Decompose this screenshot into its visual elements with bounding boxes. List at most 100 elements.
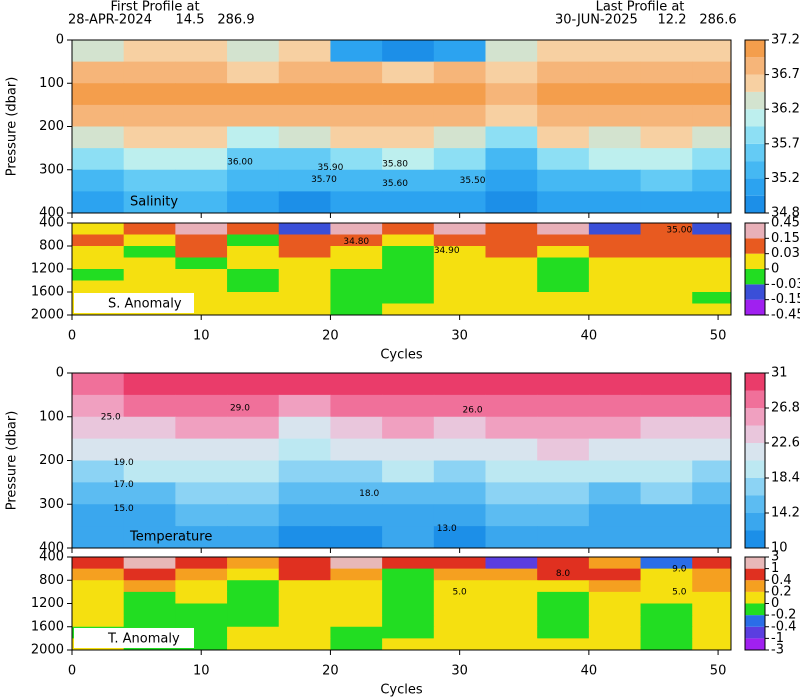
heat-cell: [692, 223, 732, 235]
heat-cell: [433, 460, 486, 483]
heat-cell: [485, 104, 538, 127]
heat-cell: [72, 557, 125, 570]
heat-cell: [330, 246, 383, 258]
y-tick-label: 300: [39, 497, 64, 512]
colorbar-frame: [744, 372, 766, 549]
heat-cell: [227, 568, 280, 581]
heat-cell: [640, 61, 693, 84]
heat-cell: [588, 257, 642, 270]
heat-cell: [433, 416, 486, 440]
colorbar-bin: [745, 178, 765, 196]
colorbar-bin: [745, 443, 765, 461]
heat-cell: [692, 373, 732, 396]
heat-cell: [537, 61, 590, 84]
heat-cell: [175, 615, 228, 628]
heat-cell: [433, 373, 486, 396]
colorbar-bin: [745, 299, 765, 315]
heat-cell: [382, 40, 435, 63]
heat-cell: [588, 191, 642, 214]
heat-cell: [123, 438, 176, 461]
heat-cell: [123, 615, 176, 628]
heat-cell: [278, 83, 331, 106]
colorbar-tick-label: 14.2: [771, 506, 800, 521]
heat-cell: [175, 61, 228, 84]
header-text: 28-APR-2024: [68, 13, 152, 28]
heat-cell: [588, 580, 642, 593]
colorbar-bin: [745, 530, 765, 548]
heat-cell: [433, 394, 486, 418]
heat-cell: [640, 626, 693, 639]
heat-cell: [588, 104, 642, 127]
x-tick-label: 50: [710, 664, 727, 679]
colorbar-bin: [745, 408, 765, 426]
heat-cell: [485, 269, 538, 281]
heat-cell: [227, 191, 280, 214]
y-axis-title: Pressure (dbar): [5, 77, 20, 177]
heat-cell: [692, 438, 732, 461]
heat-cell: [692, 557, 732, 570]
y-tick-label: 1600: [31, 619, 64, 634]
x-tick-label: 30: [451, 664, 468, 679]
contour-label: 35.60: [382, 179, 408, 189]
heat-cell: [640, 148, 693, 171]
heat-cell: [123, 557, 176, 570]
heat-cell: [537, 148, 590, 171]
heat-cell: [123, 223, 176, 235]
heat-cell: [588, 638, 642, 651]
x-tick-label: 50: [710, 329, 727, 344]
heat-cell: [640, 40, 693, 63]
heat-cell: [123, 61, 176, 84]
heat-cell: [175, 234, 228, 247]
heat-cell: [227, 234, 280, 247]
heat-cell: [588, 438, 642, 461]
heat-cell: [485, 580, 538, 593]
heat-cell: [123, 591, 176, 604]
heat-cell: [692, 626, 732, 639]
heat-cell: [692, 303, 732, 316]
contour-label: 34.90: [434, 246, 460, 256]
heat-cell: [588, 40, 642, 63]
heat-cell: [382, 223, 435, 235]
heat-cell: [692, 292, 732, 304]
heat-cell: [640, 83, 693, 106]
heat-cell: [330, 269, 383, 281]
heat-cell: [537, 568, 590, 581]
heat-cell: [382, 246, 435, 258]
heat-cell: [433, 626, 486, 639]
heat-cell: [485, 292, 538, 304]
heat-cell: [227, 61, 280, 84]
heat-cell: [382, 638, 435, 651]
heat-cell: [330, 223, 383, 235]
heat-cell: [227, 373, 280, 396]
heat-cell: [537, 416, 590, 440]
heat-cell: [692, 269, 732, 281]
heat-cell: [72, 234, 125, 247]
heat-cell: [278, 148, 331, 171]
heat-cell: [588, 373, 642, 396]
heat-cell: [485, 246, 538, 258]
heat-cell: [123, 373, 176, 396]
heat-cell: [640, 303, 693, 316]
heat-cell: [382, 373, 435, 396]
heat-cell: [433, 104, 486, 127]
x-axis-title: Cycles: [380, 348, 423, 363]
heat-cell: [640, 234, 693, 247]
heat-cell: [537, 580, 590, 593]
heat-cell: [692, 504, 732, 527]
colorbar-bin: [745, 269, 765, 285]
colorbar-bin: [745, 638, 765, 650]
heat-cell: [433, 580, 486, 593]
heat-cell: [72, 104, 125, 127]
header-text: First Profile at: [110, 0, 199, 15]
heat-cell: [485, 416, 538, 440]
y-tick-label: 0: [56, 33, 64, 48]
heat-cell: [175, 280, 228, 293]
heat-cell: [537, 191, 590, 214]
heat-cell: [588, 394, 642, 418]
heat-cell: [485, 223, 538, 235]
colorbar-tick-label: 26.8: [771, 401, 800, 416]
heat-cell: [433, 40, 486, 63]
heat-cell: [123, 280, 176, 293]
heat-cell: [640, 504, 693, 527]
heat-cell: [278, 603, 331, 616]
